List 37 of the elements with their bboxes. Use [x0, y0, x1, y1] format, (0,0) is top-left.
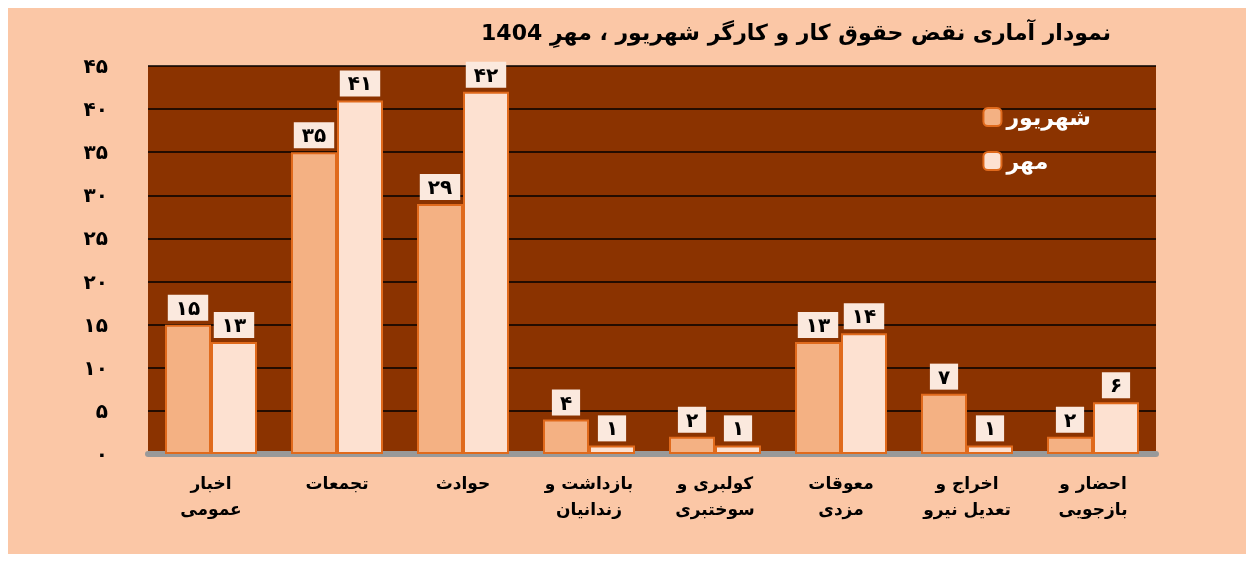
data-label: ۲: [685, 407, 699, 432]
x-tick-label: اخراج و تعدیل نیرو: [922, 473, 1011, 520]
data-label: ۶: [1109, 373, 1123, 398]
data-label: ۱۵: [175, 295, 201, 320]
data-label: ۴: [559, 390, 573, 415]
data-label: ۴۲: [473, 62, 499, 87]
x-tick-label: حوادث: [435, 473, 491, 494]
legend-label: شهریور: [1005, 104, 1091, 131]
y-tick-label: ۱۰: [83, 355, 108, 380]
y-tick-label: ۱۵: [83, 312, 108, 337]
data-label: ۷: [937, 364, 951, 389]
data-label: ۱: [605, 416, 619, 441]
x-tick-label: بازداشت و زندانیان: [543, 473, 634, 519]
y-tick-label: ۴۰: [83, 97, 108, 122]
data-label: ۴۱: [347, 71, 373, 96]
y-tick-label: ۳۰: [83, 183, 108, 208]
y-tick-label: ۲۰: [83, 269, 108, 294]
y-tick-label: ۰: [95, 442, 108, 466]
x-tick-label: کولبری و سوختبری: [675, 473, 755, 520]
x-tick-label: اخبار عمومی: [180, 473, 242, 520]
data-label: ۱: [983, 416, 997, 441]
data-label: ۱۳: [221, 312, 247, 337]
legend-label: مهر: [1005, 148, 1049, 175]
data-label: ۱: [731, 416, 745, 441]
y-tick-label: ۳۵: [83, 140, 108, 165]
chart-title: نمودار آماری نقض حقوق کار و کارگر شهریور ، مهرِ 1404: [481, 17, 1112, 50]
data-label: ۲۹: [427, 174, 453, 199]
data-label: ۱۳: [805, 312, 831, 337]
y-tick-label: ۴۵: [83, 54, 108, 78]
x-tick-label: احضار و بازجویی: [1058, 473, 1128, 520]
y-tick-label: ۲۵: [83, 226, 108, 251]
data-label: ۱۴: [851, 304, 877, 329]
x-tick-label: تجمعات: [305, 473, 369, 493]
x-tick-label: معوقات مزدی: [808, 473, 874, 520]
data-label: ۳۵: [301, 123, 327, 148]
data-label: ۲: [1063, 407, 1077, 432]
y-tick-label: ۵: [95, 398, 108, 423]
